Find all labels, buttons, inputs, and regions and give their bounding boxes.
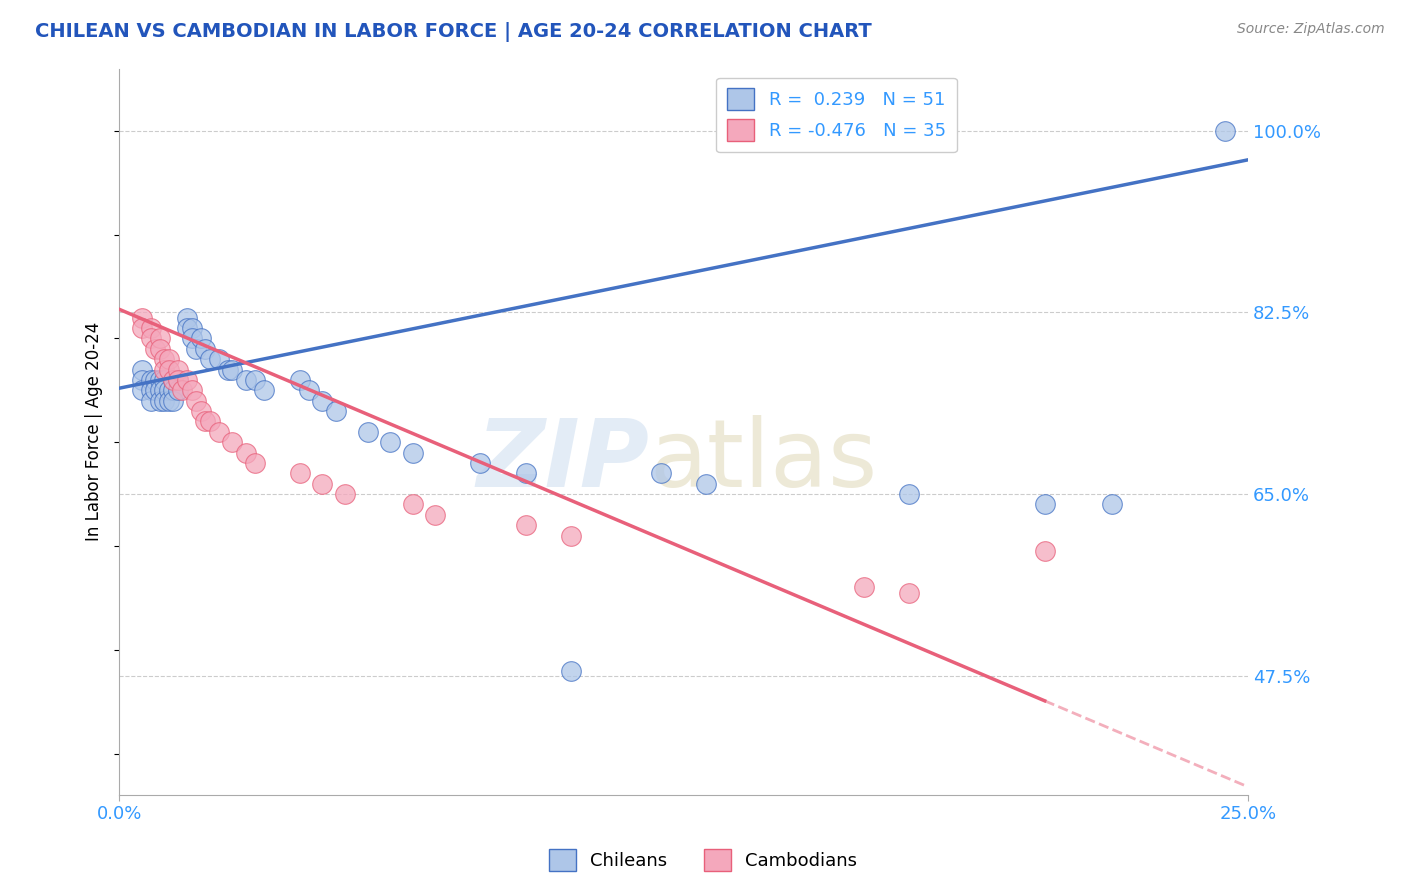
Point xyxy=(311,393,333,408)
Point xyxy=(176,310,198,325)
Point xyxy=(515,467,537,481)
Text: ZIP: ZIP xyxy=(477,415,650,507)
Point xyxy=(149,393,172,408)
Point xyxy=(149,384,172,398)
Point xyxy=(298,384,321,398)
Point xyxy=(288,373,311,387)
Point xyxy=(139,373,162,387)
Point xyxy=(560,528,582,542)
Point xyxy=(235,445,257,459)
Point xyxy=(243,456,266,470)
Point xyxy=(184,342,207,356)
Point xyxy=(1213,124,1236,138)
Point xyxy=(695,476,717,491)
Text: Source: ZipAtlas.com: Source: ZipAtlas.com xyxy=(1237,22,1385,37)
Point xyxy=(176,373,198,387)
Point xyxy=(180,321,202,335)
Point xyxy=(139,331,162,345)
Y-axis label: In Labor Force | Age 20-24: In Labor Force | Age 20-24 xyxy=(86,322,103,541)
Point xyxy=(1033,544,1056,558)
Point xyxy=(131,321,153,335)
Point xyxy=(167,362,190,376)
Point xyxy=(145,342,167,356)
Point xyxy=(221,435,243,450)
Point xyxy=(162,373,184,387)
Point xyxy=(288,467,311,481)
Point xyxy=(243,373,266,387)
Point xyxy=(184,393,207,408)
Point xyxy=(131,384,153,398)
Point xyxy=(145,373,167,387)
Point xyxy=(172,384,194,398)
Point xyxy=(470,456,492,470)
Point xyxy=(898,585,921,599)
Point xyxy=(198,414,221,428)
Point xyxy=(176,321,198,335)
Point xyxy=(167,373,190,387)
Point xyxy=(853,581,876,595)
Point xyxy=(162,384,184,398)
Point xyxy=(139,384,162,398)
Point xyxy=(402,498,425,512)
Point xyxy=(325,404,347,418)
Point xyxy=(131,362,153,376)
Point xyxy=(139,393,162,408)
Point xyxy=(235,373,257,387)
Point xyxy=(157,362,180,376)
Legend: R =  0.239   N = 51, R = -0.476   N = 35: R = 0.239 N = 51, R = -0.476 N = 35 xyxy=(716,78,956,153)
Point xyxy=(153,373,176,387)
Point xyxy=(207,352,229,367)
Point xyxy=(153,384,176,398)
Text: atlas: atlas xyxy=(650,415,877,507)
Point xyxy=(402,445,425,459)
Point xyxy=(180,384,202,398)
Point xyxy=(207,425,229,439)
Point xyxy=(356,425,378,439)
Point xyxy=(515,518,537,533)
Point xyxy=(253,384,276,398)
Point xyxy=(1033,498,1056,512)
Point xyxy=(1101,498,1123,512)
Point xyxy=(378,435,401,450)
Text: CHILEAN VS CAMBODIAN IN LABOR FORCE | AGE 20-24 CORRELATION CHART: CHILEAN VS CAMBODIAN IN LABOR FORCE | AG… xyxy=(35,22,872,42)
Point xyxy=(180,331,202,345)
Point xyxy=(153,393,176,408)
Point xyxy=(217,362,239,376)
Point xyxy=(131,310,153,325)
Point xyxy=(149,342,172,356)
Point xyxy=(194,342,217,356)
Point xyxy=(157,384,180,398)
Point xyxy=(190,404,212,418)
Point xyxy=(157,352,180,367)
Point xyxy=(149,373,172,387)
Point xyxy=(131,373,153,387)
Point xyxy=(139,321,162,335)
Point xyxy=(898,487,921,501)
Point xyxy=(194,414,217,428)
Point xyxy=(167,384,190,398)
Point xyxy=(162,373,184,387)
Point xyxy=(198,352,221,367)
Legend: Chileans, Cambodians: Chileans, Cambodians xyxy=(541,842,865,879)
Point xyxy=(149,331,172,345)
Point xyxy=(333,487,356,501)
Point xyxy=(221,362,243,376)
Point xyxy=(311,476,333,491)
Point xyxy=(560,664,582,678)
Point xyxy=(153,352,176,367)
Point xyxy=(145,384,167,398)
Point xyxy=(167,373,190,387)
Point xyxy=(425,508,447,522)
Point xyxy=(190,331,212,345)
Point xyxy=(162,393,184,408)
Point xyxy=(650,467,672,481)
Point xyxy=(157,393,180,408)
Point xyxy=(153,362,176,376)
